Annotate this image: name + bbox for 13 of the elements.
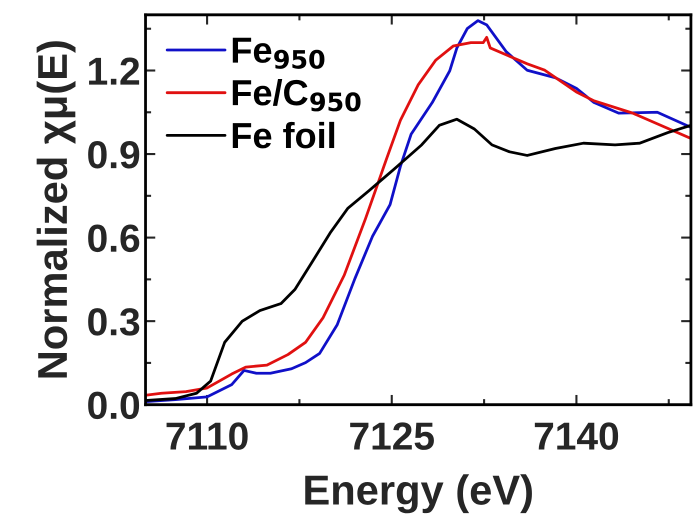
x-axis-title: Energy (eV) (305, 474, 532, 514)
legend-label: Fe$_{950}$ (232, 38, 324, 69)
y-tick-label: 1.2 (89, 57, 140, 85)
y-tick-label: 0.6 (88, 224, 140, 252)
y-axis-title: Normalized χμ(E) (36, 41, 76, 378)
x-tick-label: 7110 (166, 422, 248, 450)
y-tick-label: 0.9 (88, 140, 140, 169)
x-tick-label: 7125 (350, 422, 434, 450)
x-tick-label: 7140 (534, 422, 618, 450)
y-tick-label: 0.3 (88, 308, 140, 336)
y-tick-label: 0.0 (88, 392, 140, 420)
legend-label: Fe foil (232, 122, 334, 148)
legend-label: Fe/C$_{950}$ (232, 78, 361, 112)
